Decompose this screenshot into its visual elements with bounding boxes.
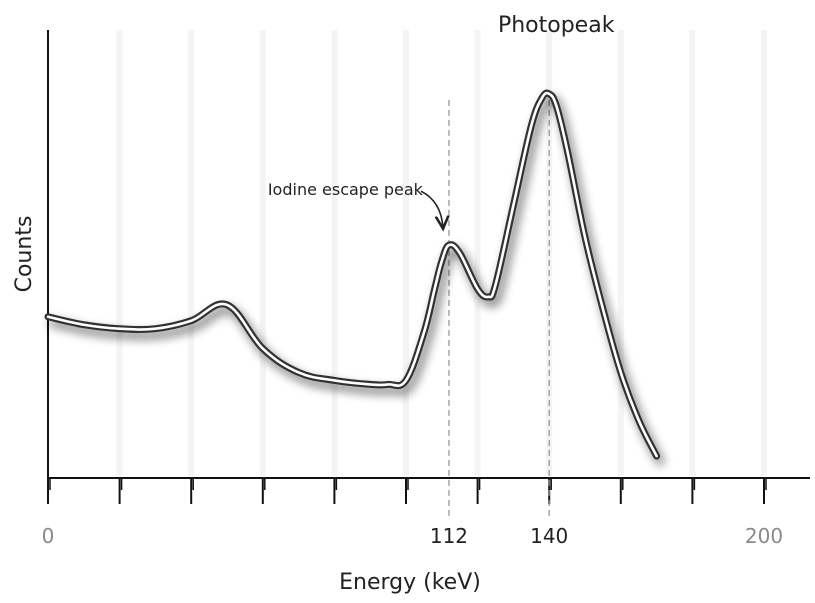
reference-lines	[448, 99, 550, 520]
annotations: Iodine escape peak Photopeak	[268, 13, 615, 227]
annotation-photopeak: Photopeak	[498, 13, 615, 38]
x-axis-label: Energy (keV)	[339, 570, 481, 595]
series-layer	[44, 89, 661, 460]
series-line-inner-0	[46, 91, 658, 458]
x-tick-label-0: 0	[42, 524, 55, 548]
annotation-arrow	[420, 190, 443, 227]
x-axis-ticks	[47, 478, 767, 504]
x-axis-tick-labels: 0 112 140 200	[42, 524, 783, 548]
x-tick-label-2: 140	[530, 524, 568, 548]
annotation-escape-peak: Iodine escape peak	[268, 180, 424, 199]
x-tick-label-1: 112	[430, 524, 468, 548]
y-axis-label: Counts	[12, 216, 37, 293]
x-tick-label-3: 200	[745, 524, 783, 548]
